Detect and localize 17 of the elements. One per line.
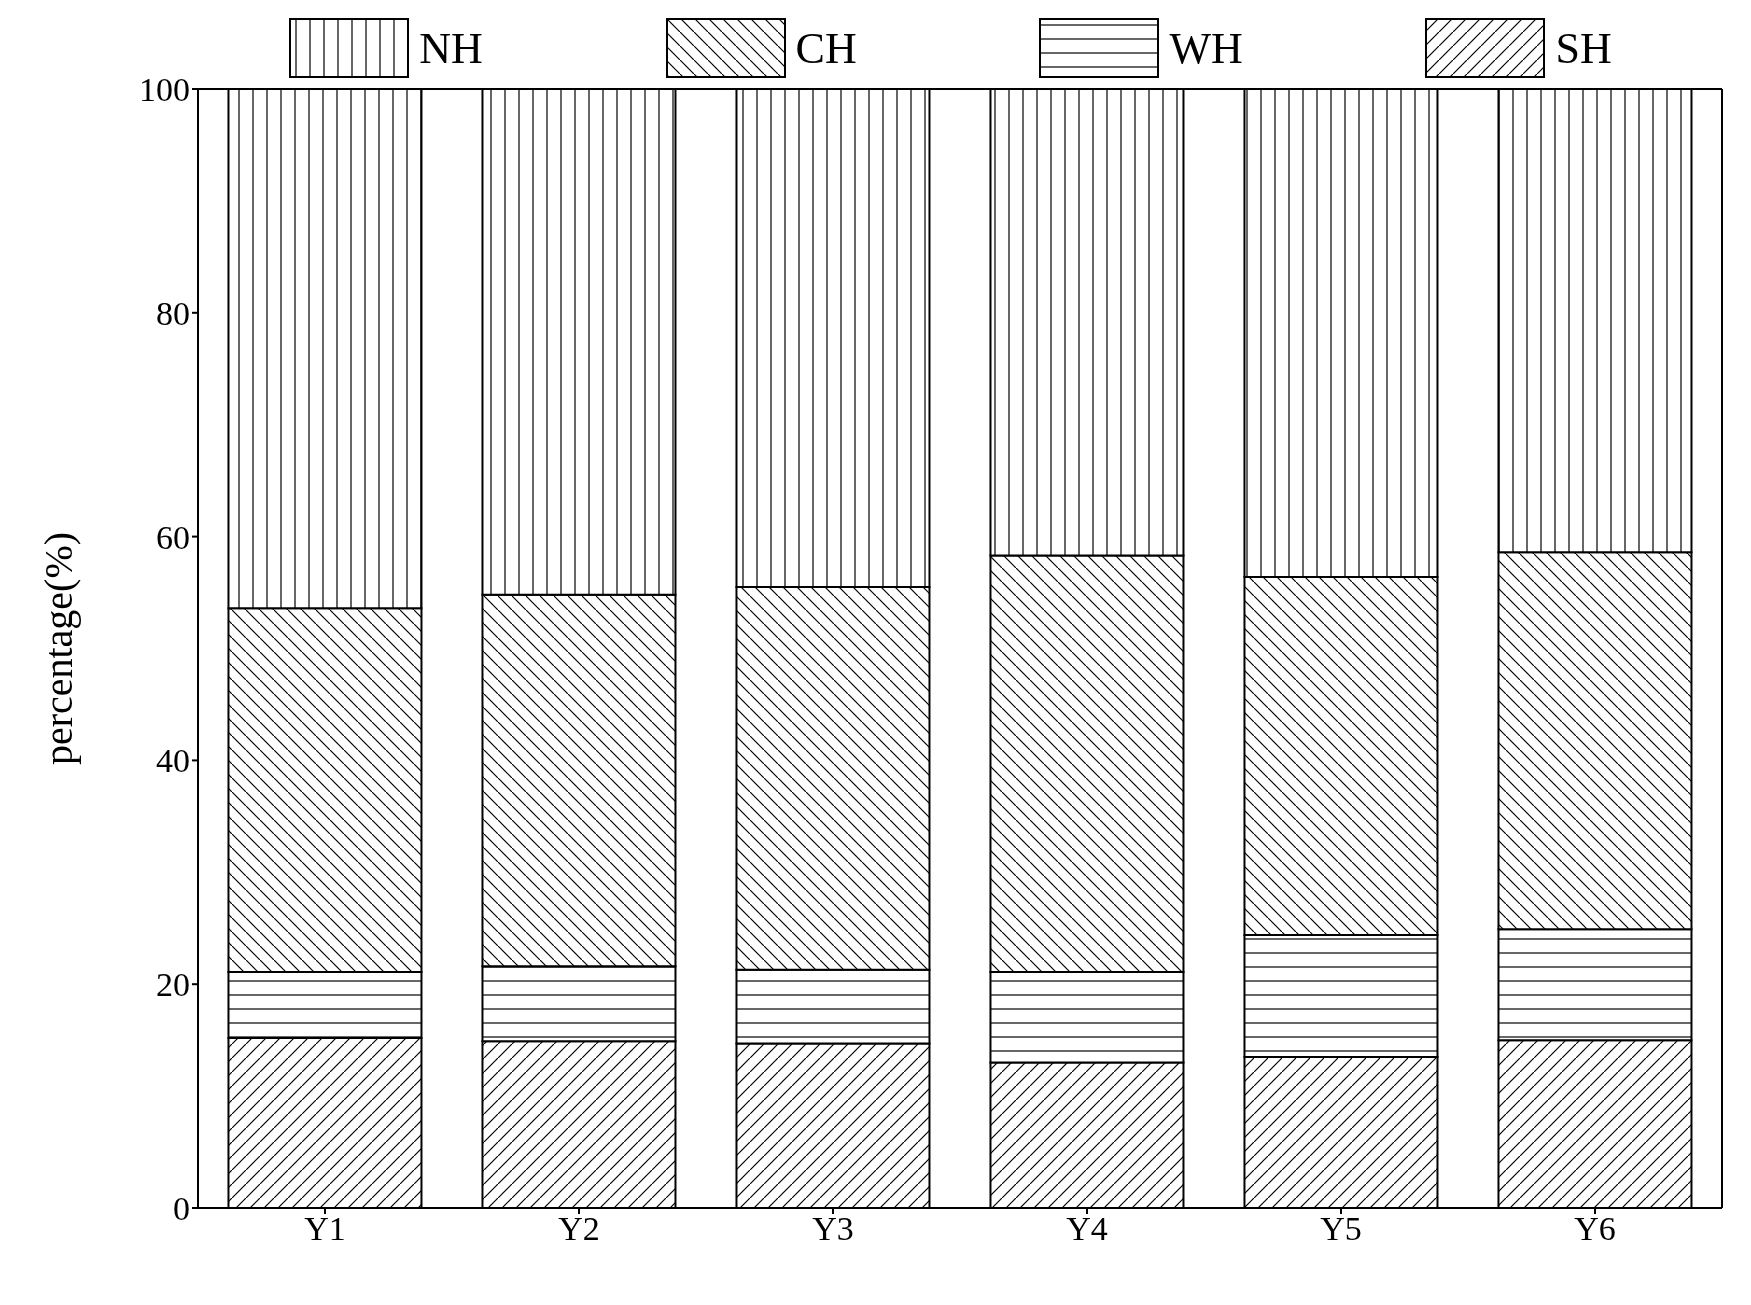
x-tick-label: Y2 <box>558 1210 600 1248</box>
x-tick-label: Y3 <box>812 1210 854 1248</box>
y-tick-label: 40 <box>156 742 190 780</box>
legend-label: CH <box>795 22 857 74</box>
y-tick-label: 60 <box>156 518 190 556</box>
legend-label: WH <box>1169 22 1243 74</box>
legend-label: SH <box>1555 22 1612 74</box>
y-tick-label: 20 <box>156 966 190 1004</box>
legend-label: NH <box>419 22 483 74</box>
y-axis-title: percentage(%) <box>36 531 82 766</box>
y-tick-label: 80 <box>156 294 190 332</box>
x-tick-label: Y4 <box>1066 1210 1108 1248</box>
x-tick-label: Y5 <box>1320 1210 1362 1248</box>
y-tick-label: 100 <box>139 71 190 109</box>
x-tick-label: Y1 <box>304 1210 346 1248</box>
y-tick-label: 0 <box>173 1190 190 1228</box>
x-tick-label: Y6 <box>1574 1210 1616 1248</box>
